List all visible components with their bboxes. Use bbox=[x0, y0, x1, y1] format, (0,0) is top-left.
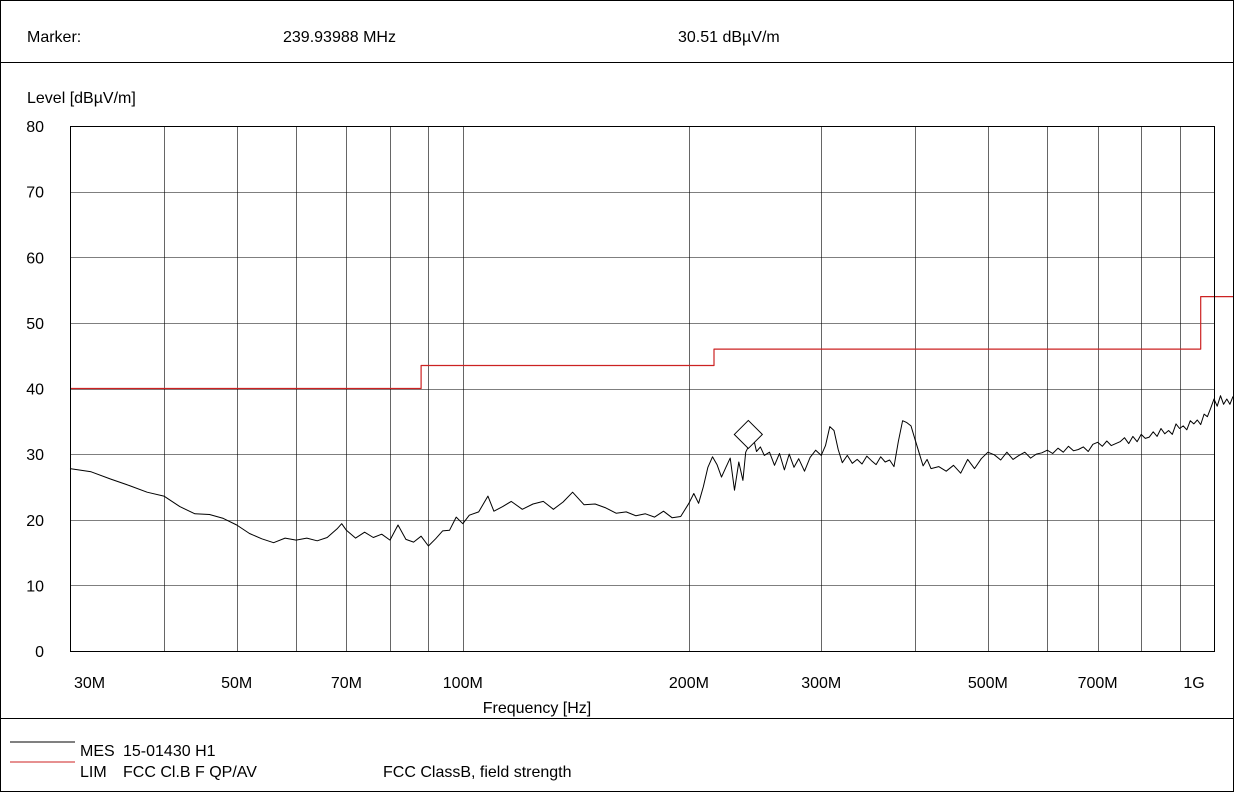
series-lines bbox=[69, 296, 1234, 547]
y-tick-labels: 0 10 20 30 40 50 60 70 80 bbox=[26, 119, 44, 661]
y-tick-label: 80 bbox=[26, 119, 44, 136]
marker-label: Marker: bbox=[27, 29, 81, 46]
x-tick-label: 200M bbox=[669, 675, 709, 692]
legend-lim-id: FCC Cl.B F QP/AV bbox=[123, 764, 257, 781]
series-lim bbox=[70, 296, 1233, 390]
marker-diamond-icon bbox=[733, 419, 764, 450]
y-axis-label: Level [dBµV/m] bbox=[27, 90, 136, 107]
y-tick-label: 60 bbox=[26, 250, 44, 267]
y-tick-label: 50 bbox=[26, 316, 44, 333]
y-tick-label: 70 bbox=[26, 185, 44, 202]
x-tick-labels: 30M 50M 70M 100M 200M 300M 500M 700M 1G bbox=[74, 675, 1205, 692]
x-tick-label: 30M bbox=[74, 675, 105, 692]
x-tick-label: 50M bbox=[221, 675, 252, 692]
x-tick-label: 100M bbox=[443, 675, 483, 692]
x-tick-label: 700M bbox=[1078, 675, 1118, 692]
marker-symbol bbox=[733, 419, 764, 450]
y-tick-label: 10 bbox=[26, 578, 44, 595]
legend-mes-id: 15-01430 H1 bbox=[123, 743, 216, 760]
y-tick-label: 40 bbox=[26, 382, 44, 399]
y-tick-label: 20 bbox=[26, 513, 44, 530]
x-tick-label: 300M bbox=[801, 675, 841, 692]
x-tick-label: 500M bbox=[968, 675, 1008, 692]
legend-lim-name: LIM bbox=[80, 764, 107, 781]
legend-mes-name: MES bbox=[80, 743, 115, 760]
marker-frequency: 239.93988 MHz bbox=[283, 29, 396, 46]
y-tick-label: 0 bbox=[35, 644, 44, 661]
series-mes bbox=[69, 395, 1234, 547]
plot-area-border bbox=[70, 126, 1215, 652]
x-axis-label: Frequency [Hz] bbox=[483, 700, 591, 717]
y-tick-label: 30 bbox=[26, 447, 44, 464]
legend-lim-desc: FCC ClassB, field strength bbox=[383, 764, 572, 781]
x-tick-label: 1G bbox=[1183, 675, 1204, 692]
marker-level: 30.51 dBµV/m bbox=[678, 29, 780, 46]
x-tick-label: 70M bbox=[331, 675, 362, 692]
